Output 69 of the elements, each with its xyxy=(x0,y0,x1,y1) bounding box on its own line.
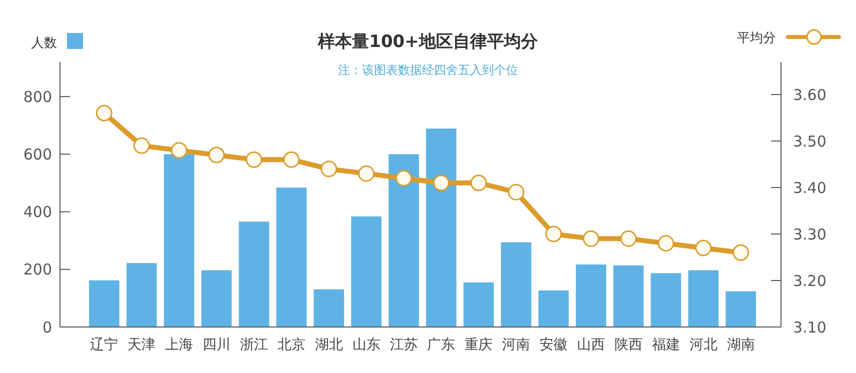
point xyxy=(320,160,338,178)
x-tick-label: 河南 xyxy=(502,337,530,353)
y-tick-label: 0 xyxy=(42,318,52,336)
x-tick-label: 重庆 xyxy=(464,337,493,353)
point xyxy=(96,104,112,122)
point xyxy=(582,230,600,247)
chart-subtitle: 注：该图表数据经四舍五入到个位 xyxy=(338,63,518,77)
y2-tick-label: 3.10 xyxy=(793,318,826,336)
point xyxy=(358,165,375,182)
point xyxy=(620,230,637,247)
point xyxy=(432,174,450,192)
legend-label: 人数 xyxy=(31,36,57,51)
x-tick-label: 山东 xyxy=(352,337,380,353)
bar xyxy=(238,222,270,327)
x-tick-label: 江苏 xyxy=(390,337,418,353)
x-tick-label: 辽宁 xyxy=(90,337,118,353)
point xyxy=(133,137,150,154)
bar xyxy=(650,273,682,327)
y2-tick-label: 3.30 xyxy=(793,225,826,244)
point xyxy=(470,174,487,192)
x-tick-label: 上海 xyxy=(165,337,194,353)
point xyxy=(208,146,225,164)
y2-tick-label: 3.20 xyxy=(793,272,826,290)
y2-tick-label: 3.50 xyxy=(793,132,826,150)
x-tick-label: 湖北 xyxy=(314,337,343,353)
point xyxy=(170,142,188,159)
bar xyxy=(89,280,120,327)
point xyxy=(695,240,712,256)
point xyxy=(246,151,262,168)
bar xyxy=(426,128,456,327)
x-tick-label: 福建 xyxy=(652,337,680,353)
bar xyxy=(351,216,382,327)
x-tick-label: 河北 xyxy=(689,337,718,353)
x-tick-label: 北京 xyxy=(277,337,306,353)
bar xyxy=(500,242,532,327)
x-tick-label: 安徽 xyxy=(540,337,568,353)
x-tick-label: 陕西 xyxy=(614,337,642,353)
bar xyxy=(314,289,344,327)
x-tick-label: 广东 xyxy=(427,337,456,353)
bar xyxy=(613,265,644,327)
x-tick-label: 天津 xyxy=(128,337,156,353)
x-tick-label: 浙江 xyxy=(240,337,268,353)
y-tick-label: 800 xyxy=(23,88,52,106)
legend-label: 平均分 xyxy=(737,31,776,46)
chart-title: 样本量100+地区自律平均分 xyxy=(317,32,539,52)
x-tick-label: 山西 xyxy=(577,337,606,353)
bar xyxy=(576,264,606,327)
bar xyxy=(388,154,419,327)
y-tick-label: 600 xyxy=(23,145,52,164)
bar xyxy=(538,290,569,327)
bar xyxy=(688,270,719,327)
x-tick-label: 四川 xyxy=(202,337,231,353)
y2-tick-label: 3.40 xyxy=(793,178,826,197)
bar xyxy=(464,282,494,327)
bar xyxy=(201,270,232,327)
bar xyxy=(126,263,157,327)
x-tick-label: 湖南 xyxy=(726,337,755,353)
y-tick-label: 200 xyxy=(23,260,52,279)
y2-tick-label: 3.60 xyxy=(793,86,826,104)
point xyxy=(396,170,412,186)
point xyxy=(508,184,524,200)
point xyxy=(732,244,750,261)
bar xyxy=(164,154,194,327)
point xyxy=(658,235,674,252)
point xyxy=(283,151,300,168)
bar xyxy=(276,188,307,327)
point xyxy=(545,226,562,242)
bar xyxy=(726,291,756,327)
y-tick-label: 400 xyxy=(23,203,52,222)
